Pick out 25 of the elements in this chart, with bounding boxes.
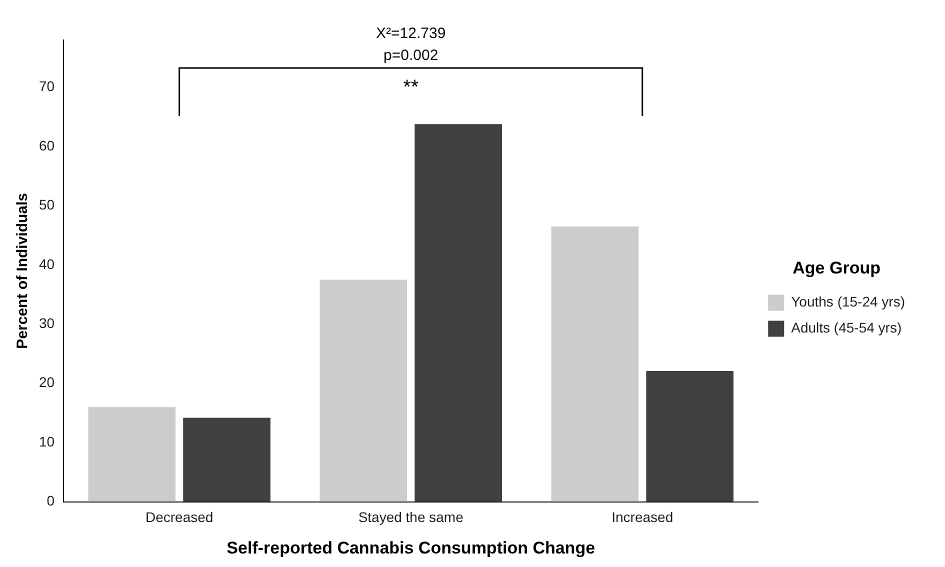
x-tick-label: Stayed the same [358,509,464,526]
y-tick-label: 40 [38,256,55,272]
bar [183,418,270,502]
y-tick-label: 70 [38,78,55,94]
bar [320,280,408,502]
bar [646,370,734,502]
annotation: X²=12.739 [376,25,446,42]
y-axis-title: Percent of Individuals [14,192,32,349]
y-tick-label: 0 [46,492,55,509]
annotation: ** [403,76,419,99]
y-tick-label: 50 [38,196,55,213]
y-tick-label: 30 [38,315,55,332]
bar [88,407,176,502]
bar [551,226,639,502]
bar [414,124,502,502]
x-tick-label: Decreased [145,509,214,526]
legend-label: Youths (15-24 yrs) [791,294,905,310]
legend-title: Age Group [792,258,880,278]
y-tick-label: 10 [38,433,55,450]
legend-label: Adults (45-54 yrs) [791,320,902,336]
annotation: p=0.002 [384,47,438,64]
y-tick-label: 60 [38,137,55,154]
y-tick-label: 20 [38,374,55,390]
x-axis-title: Self-reported Cannabis Consumption Change [226,538,596,558]
x-tick-label: Increased [612,509,674,526]
